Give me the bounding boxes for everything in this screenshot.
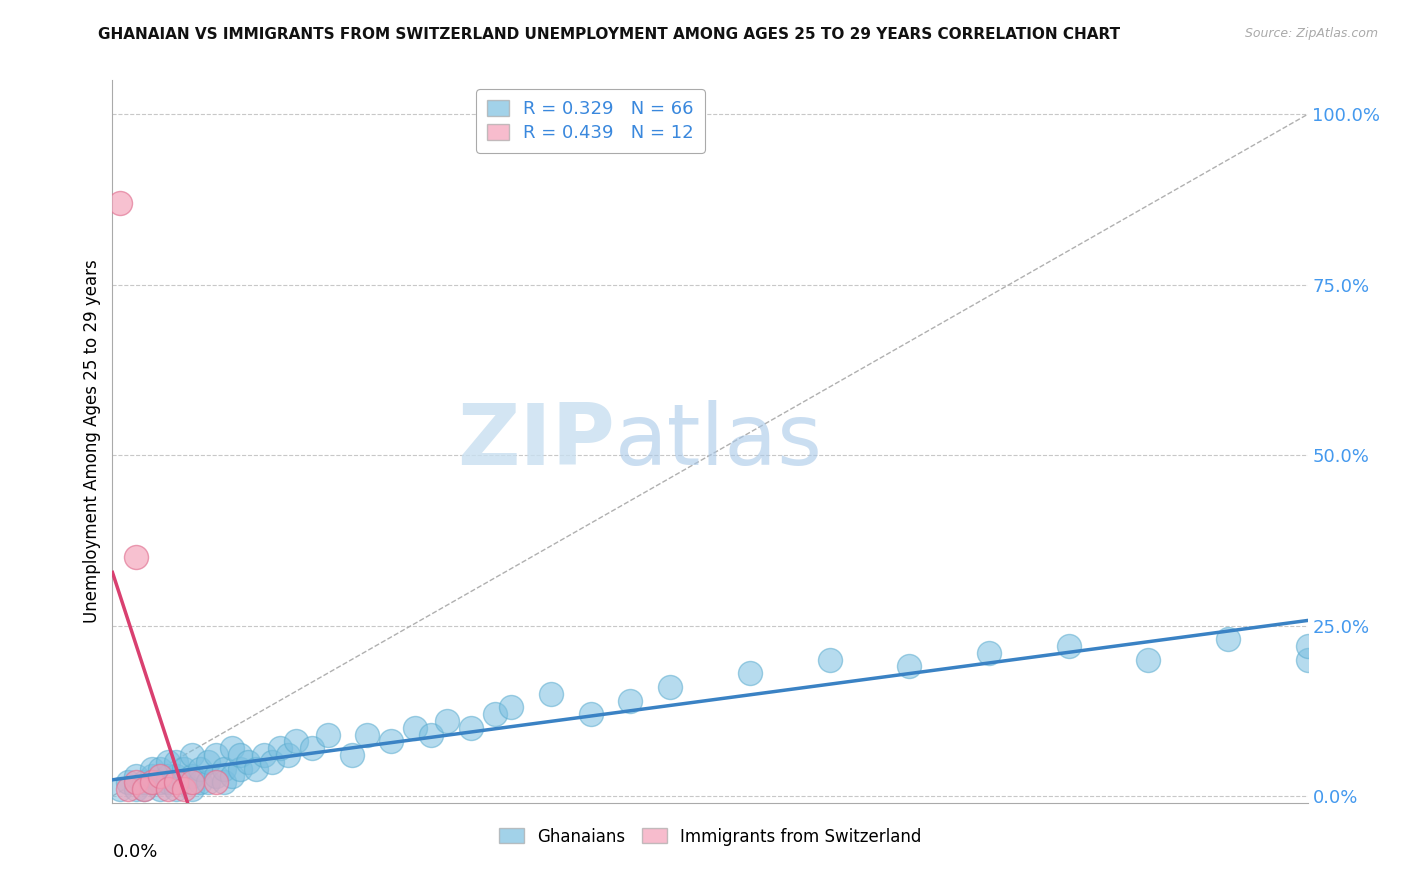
Point <box>1216 632 1239 647</box>
Point <box>173 775 195 789</box>
Point <box>117 782 139 797</box>
Point <box>125 550 148 565</box>
Point <box>404 721 426 735</box>
Point <box>420 728 443 742</box>
Point <box>181 782 204 797</box>
Point <box>460 721 482 735</box>
Point <box>141 775 163 789</box>
Point <box>141 762 163 776</box>
Point <box>898 659 921 673</box>
Text: ZIP: ZIP <box>457 400 614 483</box>
Point <box>188 775 211 789</box>
Point <box>165 775 187 789</box>
Point <box>1057 639 1080 653</box>
Point <box>157 782 180 797</box>
Point <box>236 755 259 769</box>
Point <box>340 748 363 763</box>
Point <box>149 762 172 776</box>
Point <box>269 741 291 756</box>
Point <box>301 741 323 756</box>
Point <box>197 775 219 789</box>
Text: 0.0%: 0.0% <box>112 843 157 861</box>
Text: Source: ZipAtlas.com: Source: ZipAtlas.com <box>1244 27 1378 40</box>
Point <box>181 775 204 789</box>
Point <box>579 707 602 722</box>
Point <box>125 775 148 789</box>
Point <box>260 755 283 769</box>
Point <box>229 748 252 763</box>
Point <box>197 755 219 769</box>
Point <box>149 768 172 782</box>
Point <box>221 741 243 756</box>
Point <box>738 666 761 681</box>
Point <box>141 775 163 789</box>
Point <box>356 728 378 742</box>
Point <box>316 728 339 742</box>
Point <box>125 768 148 782</box>
Point <box>181 748 204 763</box>
Point <box>141 768 163 782</box>
Point <box>134 775 156 789</box>
Point <box>205 768 228 782</box>
Point <box>818 653 841 667</box>
Point <box>173 782 195 797</box>
Point <box>284 734 307 748</box>
Point <box>125 782 148 797</box>
Point <box>134 782 156 797</box>
Point <box>110 196 132 211</box>
Point <box>157 755 180 769</box>
Point <box>110 782 132 797</box>
Legend: Ghanaians, Immigrants from Switzerland: Ghanaians, Immigrants from Switzerland <box>492 821 928 852</box>
Point <box>212 762 235 776</box>
Point <box>659 680 682 694</box>
Point <box>165 782 187 797</box>
Point <box>277 748 299 763</box>
Point <box>165 768 187 782</box>
Point <box>484 707 506 722</box>
Point <box>149 782 172 797</box>
Point <box>157 775 180 789</box>
Point <box>212 775 235 789</box>
Point <box>619 693 641 707</box>
Point <box>1296 639 1319 653</box>
Point <box>134 782 156 797</box>
Point <box>436 714 458 728</box>
Point <box>253 748 276 763</box>
Point <box>205 775 228 789</box>
Point <box>229 762 252 776</box>
Point <box>117 775 139 789</box>
Point <box>165 755 187 769</box>
Point <box>149 775 172 789</box>
Point <box>157 768 180 782</box>
Point <box>205 748 228 763</box>
Point <box>977 646 1000 660</box>
Point <box>540 687 562 701</box>
Point <box>221 768 243 782</box>
Point <box>1296 653 1319 667</box>
Point <box>499 700 522 714</box>
Point <box>188 762 211 776</box>
Point <box>181 768 204 782</box>
Text: GHANAIAN VS IMMIGRANTS FROM SWITZERLAND UNEMPLOYMENT AMONG AGES 25 TO 29 YEARS C: GHANAIAN VS IMMIGRANTS FROM SWITZERLAND … <box>98 27 1121 42</box>
Point <box>245 762 267 776</box>
Point <box>173 762 195 776</box>
Point <box>380 734 402 748</box>
Text: atlas: atlas <box>614 400 823 483</box>
Y-axis label: Unemployment Among Ages 25 to 29 years: Unemployment Among Ages 25 to 29 years <box>83 260 101 624</box>
Point <box>1137 653 1160 667</box>
